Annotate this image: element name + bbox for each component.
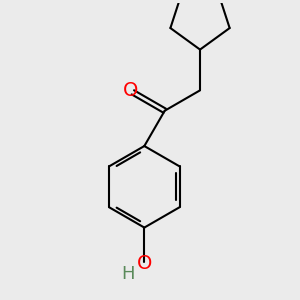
- Text: H: H: [122, 265, 135, 283]
- Text: O: O: [137, 254, 152, 273]
- Text: O: O: [123, 81, 138, 100]
